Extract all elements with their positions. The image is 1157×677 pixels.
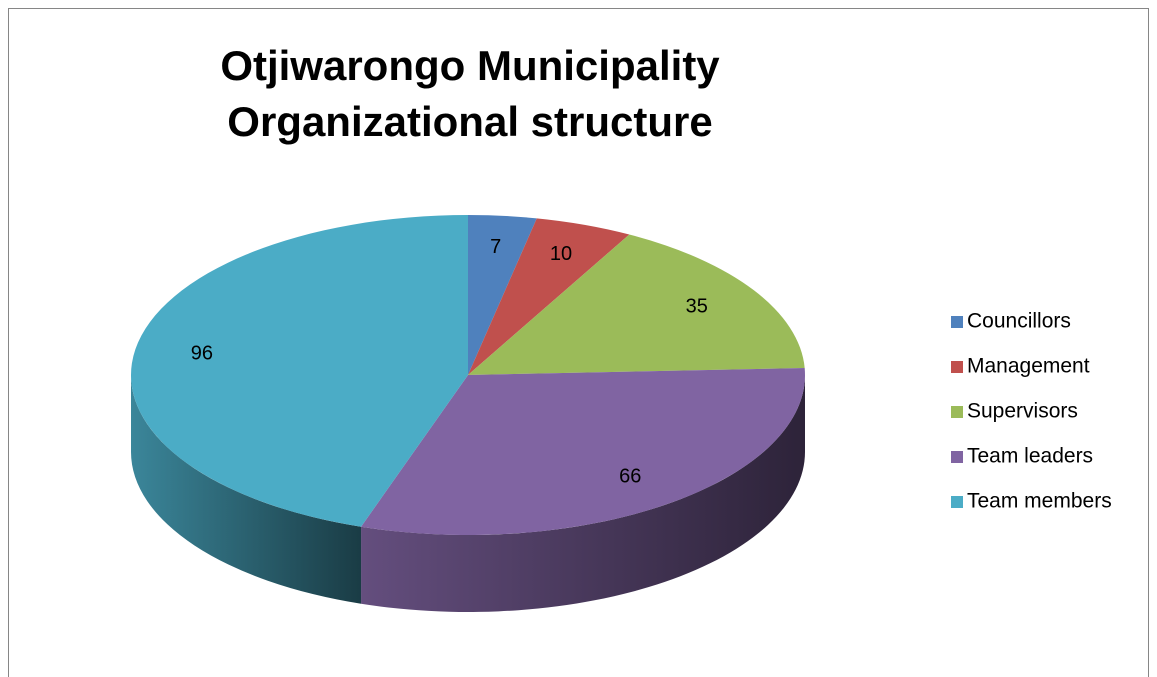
data-label: 7	[490, 236, 501, 258]
pie-slice	[130, 215, 468, 527]
legend-label: Supervisors	[967, 400, 1078, 423]
legend-swatch	[951, 406, 963, 418]
legend-swatch	[951, 361, 963, 373]
data-label: 35	[686, 296, 708, 318]
pie-slice	[468, 215, 537, 375]
legend-swatch	[951, 316, 963, 328]
legend-swatch	[951, 451, 963, 463]
data-label: 66	[619, 465, 641, 487]
legend-label: Councillors	[967, 310, 1071, 333]
pie-side	[361, 375, 805, 613]
pie-side	[131, 375, 362, 604]
chart-title: Otjiwarongo Municipality Organizational …	[220, 42, 720, 145]
chart-frame	[8, 8, 1149, 677]
legend-label: Team leaders	[967, 445, 1093, 468]
legend-swatch	[951, 496, 963, 508]
data-label: 96	[191, 343, 213, 365]
pie-slice	[468, 218, 630, 375]
legend-label: Management	[967, 355, 1090, 378]
pie-slice	[468, 234, 805, 375]
legend-label: Team members	[967, 490, 1112, 513]
data-label: 10	[550, 243, 572, 265]
pie-slice	[361, 367, 805, 535]
